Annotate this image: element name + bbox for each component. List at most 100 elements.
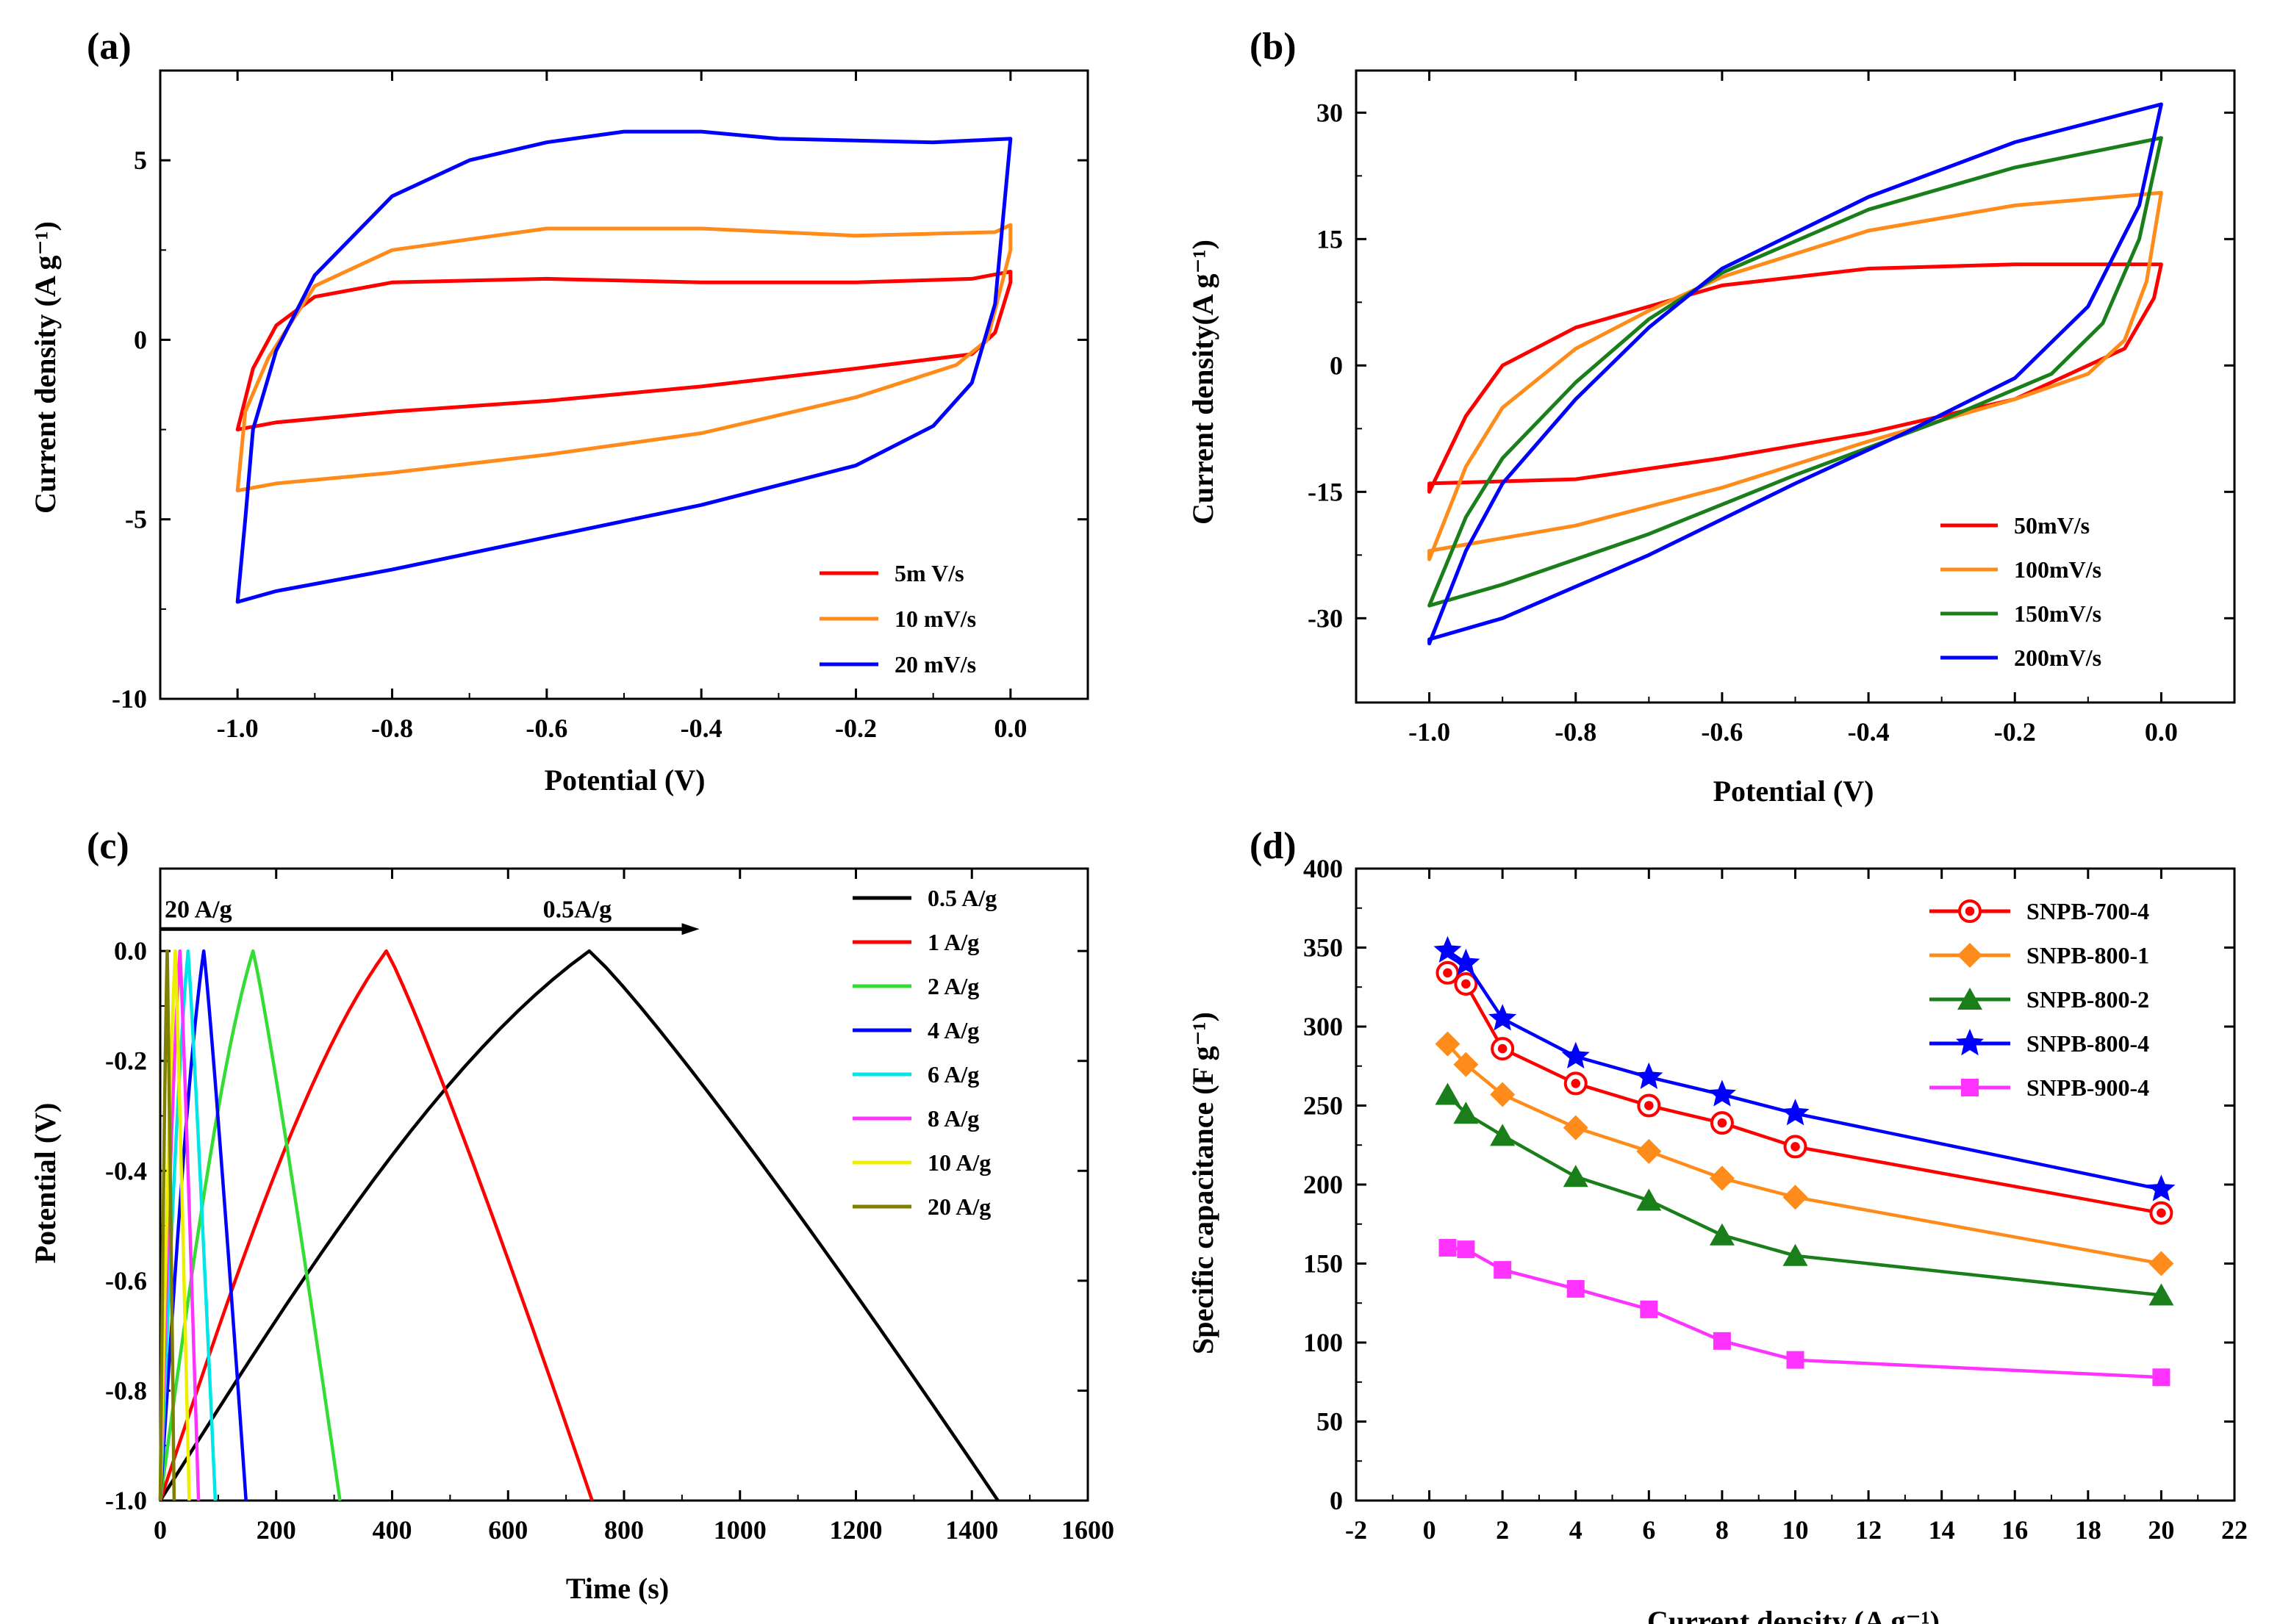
data-point-4: [1494, 1261, 1512, 1279]
data-point-2: [1490, 1124, 1516, 1146]
data-point-2: [1563, 1165, 1588, 1188]
y-tick-label: 0.0: [114, 936, 147, 966]
legend-label-0: 5m V/s: [895, 560, 964, 586]
x-tick-label: 14: [1929, 1515, 1955, 1545]
data-point-0-dot: [1461, 979, 1471, 989]
x-tick-label: -0.4: [681, 714, 723, 743]
x-tick-label: -0.8: [1555, 717, 1596, 747]
legend-label-0: 50mV/s: [2014, 512, 2090, 539]
data-point-4: [1640, 1300, 1658, 1318]
series-group: [1427, 102, 2163, 646]
panel-label: (a): [87, 26, 132, 68]
x-tick-label: 1400: [945, 1515, 998, 1545]
data-point-4: [1566, 1279, 1585, 1298]
x-tick-label: 800: [604, 1515, 644, 1545]
x-axis-ticks: -1.0 -0.8 -0.6 -0.4 -0.2 0.0: [217, 71, 1027, 743]
data-point-4: [1438, 1239, 1457, 1257]
y-tick-label: 350: [1303, 933, 1343, 963]
legend-label-1: 1 A/g: [928, 929, 979, 955]
series-line-0: [159, 949, 1000, 1502]
data-point-2: [1453, 1102, 1479, 1124]
x-tick-label: 4: [1569, 1515, 1582, 1545]
legend-label-1: SNPB-800-1: [2026, 942, 2149, 969]
legend-label-2: SNPB-800-2: [2026, 986, 2149, 1013]
x-tick-label: 12: [1855, 1515, 1882, 1545]
y-tick-label: 100: [1303, 1328, 1343, 1357]
legend-label-4: SNPB-900-4: [2026, 1074, 2149, 1101]
data-point-0-dot: [1717, 1118, 1727, 1128]
legend-label-0: 0.5 A/g: [928, 885, 997, 911]
y-tick-label: 15: [1316, 224, 1343, 254]
legend-marker-4: [1961, 1079, 1979, 1096]
data-point-0-dot: [1571, 1079, 1581, 1088]
y-tick-label: 5: [134, 145, 147, 175]
series-group: [1433, 935, 2176, 1387]
data-point-4: [1457, 1240, 1475, 1259]
x-tick-label: 400: [373, 1515, 412, 1545]
data-point-3: [1433, 935, 1462, 963]
series-line-0: [235, 270, 1013, 432]
data-point-0-dot: [1443, 968, 1452, 978]
data-point-2: [1435, 1082, 1460, 1105]
y-tick-label: 50: [1316, 1407, 1343, 1437]
panel-a: (a) -1.0 -0.8 -0.6 -0.4 -0.2 0.0 -10 -5 0 5 Potenti…: [29, 26, 1089, 797]
y-axis-label: Current density (A g⁻¹): [29, 221, 62, 514]
series-line-2: [235, 129, 1013, 604]
panel-b: (b) -1.0 -0.8 -0.6 -0.4 -0.2 0.0 -30 -15 0 15 30 Pot…: [1186, 26, 2236, 808]
legend-marker-3: [1956, 1029, 1984, 1056]
legend-label-3: SNPB-800-4: [2026, 1030, 2149, 1057]
x-tick-label: -0.2: [835, 714, 877, 743]
annotation-left-label: 20 A/g: [165, 896, 232, 923]
x-axis-label: Time (s): [566, 1572, 669, 1605]
y-tick-label: -1.0: [105, 1486, 147, 1515]
legend-label-3: 4 A/g: [928, 1017, 979, 1043]
series-line-0: [1447, 971, 2162, 1215]
y-tick-label: -10: [112, 684, 147, 714]
panel-label: (b): [1250, 26, 1297, 68]
series-line-1: [235, 223, 1013, 493]
legend-marker-1: [1957, 943, 1982, 968]
x-tick-label: 0: [154, 1515, 167, 1545]
x-tick-label: 10: [1782, 1515, 1809, 1545]
y-tick-label: -0.6: [105, 1266, 147, 1296]
data-point-3: [1561, 1041, 1590, 1068]
legend-label-1: 100mV/s: [2014, 556, 2101, 583]
series-line-6: [158, 949, 191, 1501]
y-tick-label: -0.2: [105, 1046, 147, 1076]
data-point-4: [2152, 1368, 2171, 1387]
data-point-3: [1707, 1079, 1736, 1107]
series-line-3: [158, 949, 248, 1501]
data-point-0-dot: [1644, 1101, 1654, 1110]
legend-label-4: 6 A/g: [928, 1061, 979, 1088]
x-axis-label: Potential (V): [545, 764, 706, 797]
plot-frame: [159, 867, 1089, 1502]
x-axis-label: Potential (V): [1713, 775, 1874, 808]
y-tick-label: -0.4: [105, 1156, 147, 1185]
x-axis-ticks: -2 0 2 4 6 8 10 12 14 16 18 20 22: [1345, 869, 2248, 1545]
y-tick-label: -5: [125, 505, 147, 534]
data-point-2: [2148, 1283, 2174, 1306]
panel-d: (d)-2 0 2 4 6 8 10 12 14 16 18 20 220501001502002503…: [1186, 825, 2248, 1624]
x-tick-label: -0.2: [1994, 717, 2036, 747]
legend-label-5: 8 A/g: [928, 1105, 979, 1132]
y-tick-label: 400: [1303, 854, 1343, 883]
y-tick-label: 150: [1303, 1249, 1343, 1279]
x-tick-label: 0.0: [2145, 717, 2178, 747]
legend-label-0: SNPB-700-4: [2026, 898, 2149, 924]
legend-label-2: 2 A/g: [928, 973, 979, 999]
x-tick-label: -0.8: [371, 714, 413, 743]
x-tick-label: 1000: [714, 1515, 767, 1545]
data-point-2: [1709, 1223, 1735, 1246]
data-point-3: [2147, 1174, 2176, 1201]
series-line-1: [158, 949, 594, 1501]
data-point-1: [1490, 1082, 1516, 1107]
panel-c: (c) 0 200 400 600 800 1000 1200 1400 1600 -1.0 -0.8…: [29, 825, 1114, 1605]
panel-label: (d): [1250, 825, 1297, 867]
x-tick-label: 6: [1642, 1515, 1655, 1545]
data-point-1: [1453, 1052, 1479, 1077]
x-tick-label: 2: [1496, 1515, 1509, 1545]
x-tick-label: 600: [488, 1515, 528, 1545]
series-line-0: [1427, 262, 2163, 494]
x-tick-label: 18: [2075, 1515, 2101, 1545]
